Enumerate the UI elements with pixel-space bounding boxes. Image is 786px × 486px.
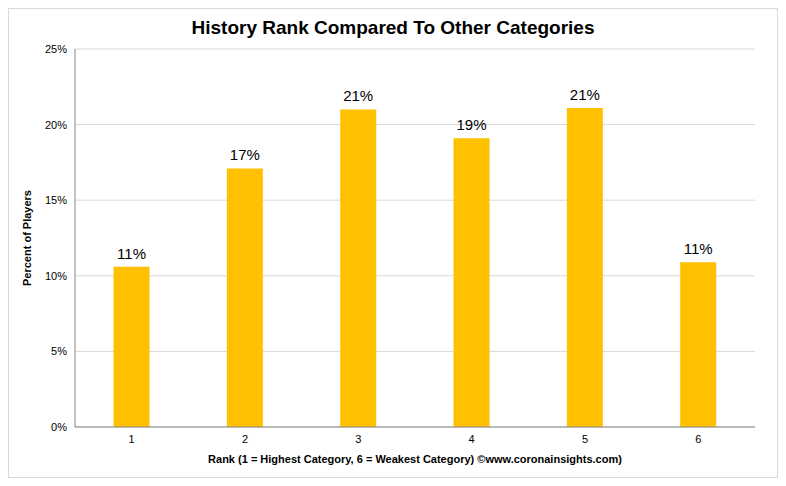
svg-text:15%: 15%: [45, 194, 67, 206]
svg-text:5%: 5%: [51, 345, 67, 357]
svg-text:11%: 11%: [684, 240, 713, 257]
svg-text:Percent of Players: Percent of Players: [21, 190, 33, 286]
svg-text:17%: 17%: [230, 146, 260, 163]
svg-text:25%: 25%: [45, 43, 67, 55]
svg-text:19%: 19%: [457, 116, 487, 133]
html-text:History Rank Compared To Other: History Rank Compared To Other Categorie…: [191, 17, 595, 38]
svg-text:Rank (1 = Highest Category, 6: Rank (1 = Highest Category, 6 = Weakest …: [208, 453, 622, 465]
svg-text:21%: 21%: [570, 86, 600, 103]
svg-text:10%: 10%: [45, 270, 67, 282]
svg-text:3: 3: [355, 433, 361, 445]
svg-text:6: 6: [695, 433, 701, 445]
svg-text:2: 2: [242, 433, 248, 445]
svg-text:1: 1: [129, 433, 135, 445]
svg-text:0%: 0%: [51, 421, 67, 433]
svg-text:11%: 11%: [117, 245, 146, 262]
svg-text:5: 5: [582, 433, 588, 445]
svg-text:21%: 21%: [343, 87, 373, 104]
svg-text:4: 4: [469, 433, 475, 445]
svg-text:20%: 20%: [45, 119, 67, 131]
